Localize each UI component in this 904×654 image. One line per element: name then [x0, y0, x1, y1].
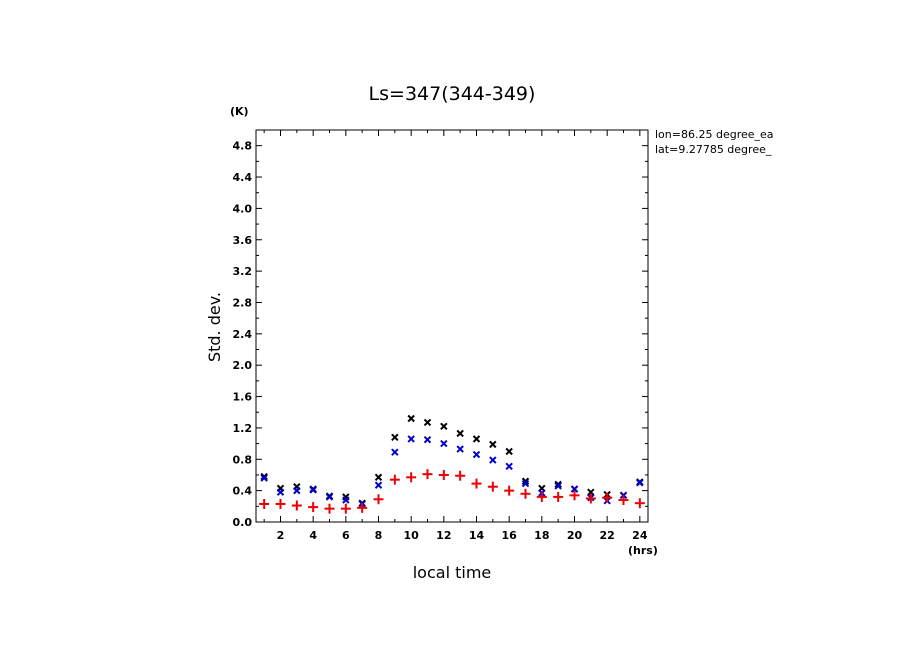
data-point-series-2 [554, 482, 562, 490]
data-point-series-1 [489, 440, 497, 449]
y-tick-label: 1.2 [233, 422, 253, 435]
y-tick-label: 2.0 [233, 359, 253, 372]
data-point-series-2 [342, 496, 350, 504]
data-point-series-2 [636, 479, 644, 487]
y-tick-label: 0.0 [233, 516, 253, 529]
data-point-series-1 [521, 477, 530, 485]
y-tick-label: 4.4 [233, 171, 253, 184]
data-point-series-2 [391, 448, 399, 456]
y-tick-label: 4.0 [233, 202, 253, 215]
y-unit-label: (K) [230, 105, 249, 118]
x-tick-label: 6 [342, 529, 350, 542]
data-point-series-3 [357, 502, 368, 513]
annotation-lon: lon=86.25 degree_ea [655, 128, 774, 141]
data-point-series-2 [570, 485, 579, 493]
data-point-series-3 [553, 491, 564, 502]
x-tick-label: 18 [534, 529, 549, 542]
data-point-series-1 [554, 480, 562, 489]
data-point-series-1 [456, 429, 464, 438]
data-point-series-3 [389, 474, 400, 485]
data-point-series-3 [275, 498, 286, 509]
annotation-lat: lat=9.27785 degree_ [655, 143, 772, 156]
data-point-series-2 [456, 445, 464, 453]
data-point-series-2 [521, 479, 530, 488]
data-point-series-1 [407, 414, 415, 423]
data-point-series-2 [309, 486, 317, 494]
data-point-series-3 [438, 469, 449, 480]
x-tick-label: 20 [567, 529, 583, 542]
x-axis-label: local time [413, 563, 492, 582]
x-tick-label: 24 [632, 529, 648, 542]
data-point-series-3 [471, 478, 482, 489]
data-point-series-2 [423, 435, 432, 444]
data-point-series-1 [391, 433, 399, 442]
data-point-series-1 [587, 488, 595, 496]
x-tick-label: 16 [502, 529, 518, 542]
data-point-series-3 [634, 498, 645, 509]
data-marks [259, 414, 645, 514]
data-point-series-2 [472, 450, 481, 459]
data-point-series-3 [602, 492, 613, 503]
data-point-series-3 [455, 470, 466, 481]
data-point-series-1 [472, 435, 481, 443]
x-tick-label: 12 [436, 529, 451, 542]
axis-ticks: 0.0 0.4 0.8 1.2 1.6 2.0 2.4 2.8 3.2 3.6 4.0 4.4 4.8 2… [233, 129, 648, 542]
x-tick-label: 22 [600, 529, 615, 542]
data-point-series-3 [536, 491, 547, 502]
y-tick-label: 3.2 [233, 265, 253, 278]
data-point-series-3 [504, 485, 515, 496]
data-point-series-3 [373, 494, 384, 505]
data-point-series-2 [293, 486, 301, 495]
data-point-series-1 [440, 422, 448, 431]
data-point-series-3 [618, 495, 629, 506]
y-tick-label: 0.8 [233, 453, 253, 466]
data-point-series-2 [440, 439, 448, 448]
plot-frame [255, 129, 649, 523]
data-point-series-3 [324, 503, 335, 514]
data-point-series-2 [276, 488, 285, 496]
data-point-series-3 [520, 488, 531, 499]
x-tick-label: 14 [469, 529, 485, 542]
y-tick-label: 0.4 [233, 485, 253, 498]
y-tick-label: 2.8 [233, 296, 253, 309]
data-point-series-3 [569, 490, 580, 501]
data-point-series-1 [374, 473, 383, 482]
y-axis-label: Std. dev. [205, 292, 224, 362]
x-tick-label: 4 [309, 529, 317, 542]
data-point-series-3 [291, 500, 302, 511]
x-tick-label: 8 [375, 529, 383, 542]
data-point-series-3 [308, 502, 319, 513]
data-point-series-2 [374, 481, 383, 489]
y-tick-label: 2.4 [233, 328, 253, 341]
data-point-series-3 [340, 503, 351, 514]
x-unit-label: (hrs) [628, 544, 658, 557]
data-point-series-1 [260, 472, 268, 481]
data-point-series-3 [422, 469, 433, 480]
data-point-series-1 [423, 418, 432, 427]
data-point-series-2 [407, 435, 415, 443]
y-tick-label: 1.6 [233, 391, 253, 404]
data-point-series-3 [406, 472, 417, 483]
x-tick-label: 2 [277, 529, 285, 542]
data-point-series-2 [489, 456, 497, 464]
y-tick-label: 3.6 [233, 234, 253, 247]
data-point-series-2 [505, 462, 513, 471]
data-point-series-3 [259, 498, 270, 509]
data-point-series-2 [260, 474, 268, 482]
data-point-series-2 [325, 493, 334, 501]
data-point-series-3 [487, 481, 498, 492]
y-tick-label: 4.8 [233, 140, 253, 153]
data-point-series-1 [505, 447, 513, 456]
data-point-series-3 [585, 493, 596, 504]
x-tick-label: 10 [404, 529, 420, 542]
chart-title: Ls=347(344-349) [369, 83, 536, 105]
